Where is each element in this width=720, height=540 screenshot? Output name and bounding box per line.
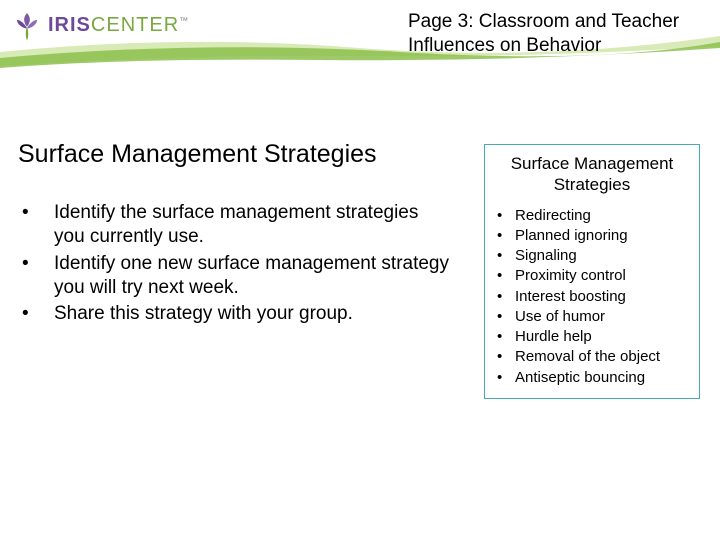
main-list: • Identify the surface management strate… [18,201,452,327]
list-item-text: Identify the surface management strategi… [54,201,452,250]
box-list-item: •Signaling [493,246,691,266]
bullet-icon: • [493,368,515,388]
box-list-item: •Planned ignoring [493,226,691,246]
main-column: Surface Management Strategies • Identify… [0,140,470,329]
box-item-text: Antiseptic bouncing [515,368,645,388]
list-item: • Share this strategy with your group. [18,302,452,326]
box-list-item: •Interest boosting [493,287,691,307]
box-item-text: Redirecting [515,206,591,226]
bullet-icon: • [493,347,515,367]
header: IRISCENTER™ Page 3: Classroom and Teache… [0,0,720,80]
bullet-icon: • [18,302,54,326]
bullet-icon: • [18,252,54,301]
content: Surface Management Strategies • Identify… [0,140,720,329]
box-item-text: Proximity control [515,266,626,286]
box-list-item: •Removal of the object [493,347,691,367]
box-item-text: Use of humor [515,307,605,327]
list-item-text: Share this strategy with your group. [54,302,452,326]
strategies-box: Surface Management Strategies •Redirecti… [484,144,700,399]
bullet-icon: • [493,226,515,246]
box-item-text: Removal of the object [515,347,660,367]
logo-tm: ™ [179,15,189,25]
list-item: • Identify one new surface management st… [18,252,452,301]
box-list-item: •Proximity control [493,266,691,286]
box-item-text: Interest boosting [515,287,626,307]
box-list-item: •Use of humor [493,307,691,327]
bullet-icon: • [493,327,515,347]
box-item-text: Planned ignoring [515,226,628,246]
bullet-icon: • [493,246,515,266]
sidebar-column: Surface Management Strategies •Redirecti… [484,144,700,399]
bullet-icon: • [493,307,515,327]
box-list-item: •Hurdle help [493,327,691,347]
list-item: • Identify the surface management strate… [18,201,452,250]
box-item-text: Signaling [515,246,577,266]
box-list-item: •Antiseptic bouncing [493,368,691,388]
box-list-item: •Redirecting [493,206,691,226]
box-item-text: Hurdle help [515,327,592,347]
list-item-text: Identify one new surface management stra… [54,252,452,301]
bullet-icon: • [493,287,515,307]
bullet-icon: • [18,201,54,250]
box-title: Surface Management Strategies [493,153,691,196]
bullet-icon: • [493,266,515,286]
box-list: •Redirecting •Planned ignoring •Signalin… [493,206,691,388]
bullet-icon: • [493,206,515,226]
page-title: Page 3: Classroom and Teacher Influences… [408,10,720,58]
section-heading: Surface Management Strategies [18,140,452,169]
